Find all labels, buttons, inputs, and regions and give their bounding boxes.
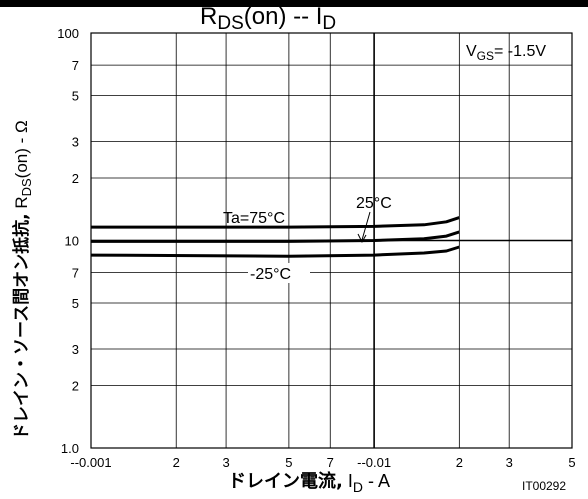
x-tick-label: 2 bbox=[456, 455, 463, 470]
x-axis-label: ドレイン電流, ID - A bbox=[228, 471, 390, 495]
series-line-1 bbox=[91, 230, 460, 243]
series-line-2 bbox=[90, 245, 460, 258]
series-label-25: 25°C bbox=[356, 195, 392, 212]
y-tick-label: 3 bbox=[72, 342, 79, 357]
series-line-0 bbox=[91, 216, 460, 229]
chart-ticks: --0.001 2 3 5 7 --0.01 2 3 5 1.0 2 3 5 7 10 2 3 5 7 100 bbox=[57, 26, 575, 470]
y-tick-label: 2 bbox=[72, 171, 79, 186]
x-tick-label: 3 bbox=[506, 455, 513, 470]
y-tick-label: 5 bbox=[72, 88, 79, 103]
chart-series bbox=[90, 216, 460, 258]
chart-title: RDS(on) -- ID bbox=[200, 3, 337, 34]
y-tick-label: 3 bbox=[72, 134, 79, 149]
y-axis-label: ドレイン・ソース間オン抵抗, RDS(on) - Ω bbox=[12, 120, 34, 440]
condition-symbol: V bbox=[466, 43, 477, 60]
series-label-25-leader bbox=[361, 211, 371, 241]
x-tick-label: 5 bbox=[285, 455, 292, 470]
y-tick-label: 7 bbox=[72, 58, 79, 73]
series-label-m25-bg bbox=[248, 263, 310, 283]
y-tick-label: 100 bbox=[57, 26, 79, 41]
x-tick-label: 2 bbox=[173, 455, 180, 470]
y-tick-label: 10 bbox=[65, 234, 79, 249]
condition-value: = -1.5V bbox=[494, 43, 546, 60]
x-tick-label: --0.001 bbox=[70, 455, 111, 470]
y-tick-label: 2 bbox=[72, 379, 79, 394]
condition-subscript: GS bbox=[477, 49, 494, 63]
x-tick-label: 3 bbox=[222, 455, 229, 470]
series-label-m25: -25°C bbox=[250, 266, 291, 283]
y-tick-label: 1.0 bbox=[61, 441, 79, 456]
series-label-75: Ta=75°C bbox=[223, 210, 285, 227]
top-border-bar bbox=[0, 0, 588, 7]
x-tick-label: --0.01 bbox=[357, 455, 391, 470]
x-tick-label: 5 bbox=[568, 455, 575, 470]
x-tick-label: 7 bbox=[327, 455, 334, 470]
svg-text:VGS= -1.5V: VGS= -1.5V bbox=[466, 43, 546, 63]
y-tick-label: 7 bbox=[72, 266, 79, 281]
plot-frame bbox=[90, 32, 573, 449]
series-label-25-arrowhead bbox=[357, 233, 367, 244]
figure-code: IT00292 bbox=[522, 479, 567, 493]
y-tick-label: 5 bbox=[72, 296, 79, 311]
condition-label: VGS= -1.5V bbox=[466, 43, 546, 63]
